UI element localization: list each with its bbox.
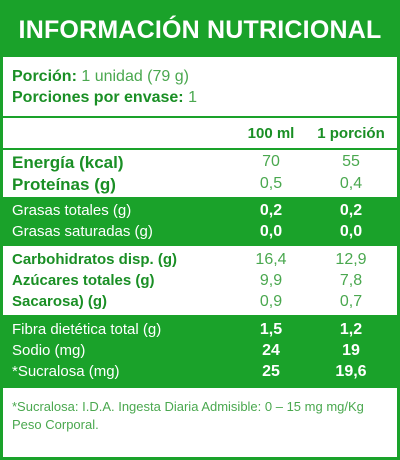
- nutrient-label: Energía (kcal): [12, 153, 124, 172]
- value-100ml: 0,9: [259, 293, 283, 310]
- value-100ml: 0,2: [259, 202, 283, 219]
- value-100ml: 24: [262, 342, 280, 359]
- nutrient-label: Grasas totales (g): [12, 202, 132, 219]
- value-portion: 0,7: [339, 293, 363, 310]
- nutrient-row: *Sucralosa (mg) 25 19,6: [3, 363, 397, 384]
- value-100ml: 25: [262, 363, 280, 380]
- portion-line: Porción: 1 unidad (79 g): [12, 66, 397, 87]
- portion-info: Porción: 1 unidad (79 g) Porciones por e…: [3, 57, 397, 118]
- nutrient-row: Sodio (mg) 24 19: [3, 342, 397, 363]
- value-portion: 19,6: [335, 363, 367, 380]
- nutrient-row: Carbohidratos disp. (g) 16,4 12,9: [3, 251, 397, 272]
- nutrient-label: Sacarosa) (g): [12, 293, 108, 310]
- nutrient-label: Sodio (mg): [12, 342, 86, 359]
- value-100ml: 9,9: [259, 272, 283, 289]
- nutrient-row: Proteínas (g) 0,5 0,4: [3, 175, 397, 197]
- nutrient-row: Grasas saturadas (g) 0,0 0,0: [3, 223, 397, 244]
- value-portion: 0,0: [339, 223, 363, 240]
- value-100ml: 0,0: [259, 223, 283, 240]
- nutrient-label: Fibra dietética total (g): [12, 321, 162, 338]
- servings-label: Porciones por envase:: [12, 89, 184, 106]
- nutrient-row: Grasas totales (g) 0,2 0,2: [3, 202, 397, 223]
- value-portion: 0,4: [339, 175, 363, 192]
- nutrient-group-fats: Grasas totales (g) 0,2 0,2 Grasas satura…: [3, 199, 397, 246]
- nutrient-group-energy: Energía (kcal) 70 55 Proteínas (g) 0,5 0…: [3, 150, 397, 199]
- value-100ml: 70: [262, 153, 280, 170]
- value-portion: 55: [342, 153, 360, 170]
- nutrient-group-carbs: Carbohidratos disp. (g) 16,4 12,9 Azúcar…: [3, 246, 397, 317]
- value-100ml: 1,5: [259, 321, 283, 338]
- value-100ml: 16,4: [255, 251, 287, 268]
- value-portion: 7,8: [339, 272, 363, 289]
- value-portion: 12,9: [335, 251, 367, 268]
- servings-value: 1: [188, 89, 197, 106]
- nutrient-row: Fibra dietética total (g) 1,5 1,2: [3, 321, 397, 342]
- nutrient-row: Sacarosa) (g) 0,9 0,7: [3, 293, 397, 314]
- nutrient-label: Azúcares totales (g): [12, 272, 155, 289]
- nutrient-label: Carbohidratos disp. (g): [12, 251, 177, 268]
- value-portion: 1,2: [339, 321, 363, 338]
- column-header-portion: 1 porción: [317, 125, 385, 142]
- nutrient-label: Proteínas (g): [12, 175, 116, 194]
- portion-value: 1 unidad (79 g): [81, 68, 189, 85]
- column-header-100ml: 100 ml: [247, 125, 295, 142]
- column-headers: 100 ml 1 porción: [3, 118, 397, 150]
- value-portion: 19: [342, 342, 360, 359]
- servings-line: Porciones por envase: 1: [12, 87, 397, 108]
- footnote: *Sucralosa: I.D.A. Ingesta Diaria Admisi…: [12, 399, 364, 432]
- value-100ml: 0,5: [259, 175, 283, 192]
- portion-label: Porción:: [12, 68, 77, 85]
- nutrient-label: *Sucralosa (mg): [12, 363, 120, 380]
- panel-title: INFORMACIÓN NUTRICIONAL: [3, 3, 397, 57]
- nutrient-row: Azúcares totales (g) 9,9 7,8: [3, 272, 397, 293]
- nutrient-group-fiber-sodium: Fibra dietética total (g) 1,5 1,2 Sodio …: [3, 317, 397, 388]
- value-portion: 0,2: [339, 202, 363, 219]
- nutrient-row: Energía (kcal) 70 55: [3, 153, 397, 175]
- nutrient-label: Grasas saturadas (g): [12, 223, 153, 240]
